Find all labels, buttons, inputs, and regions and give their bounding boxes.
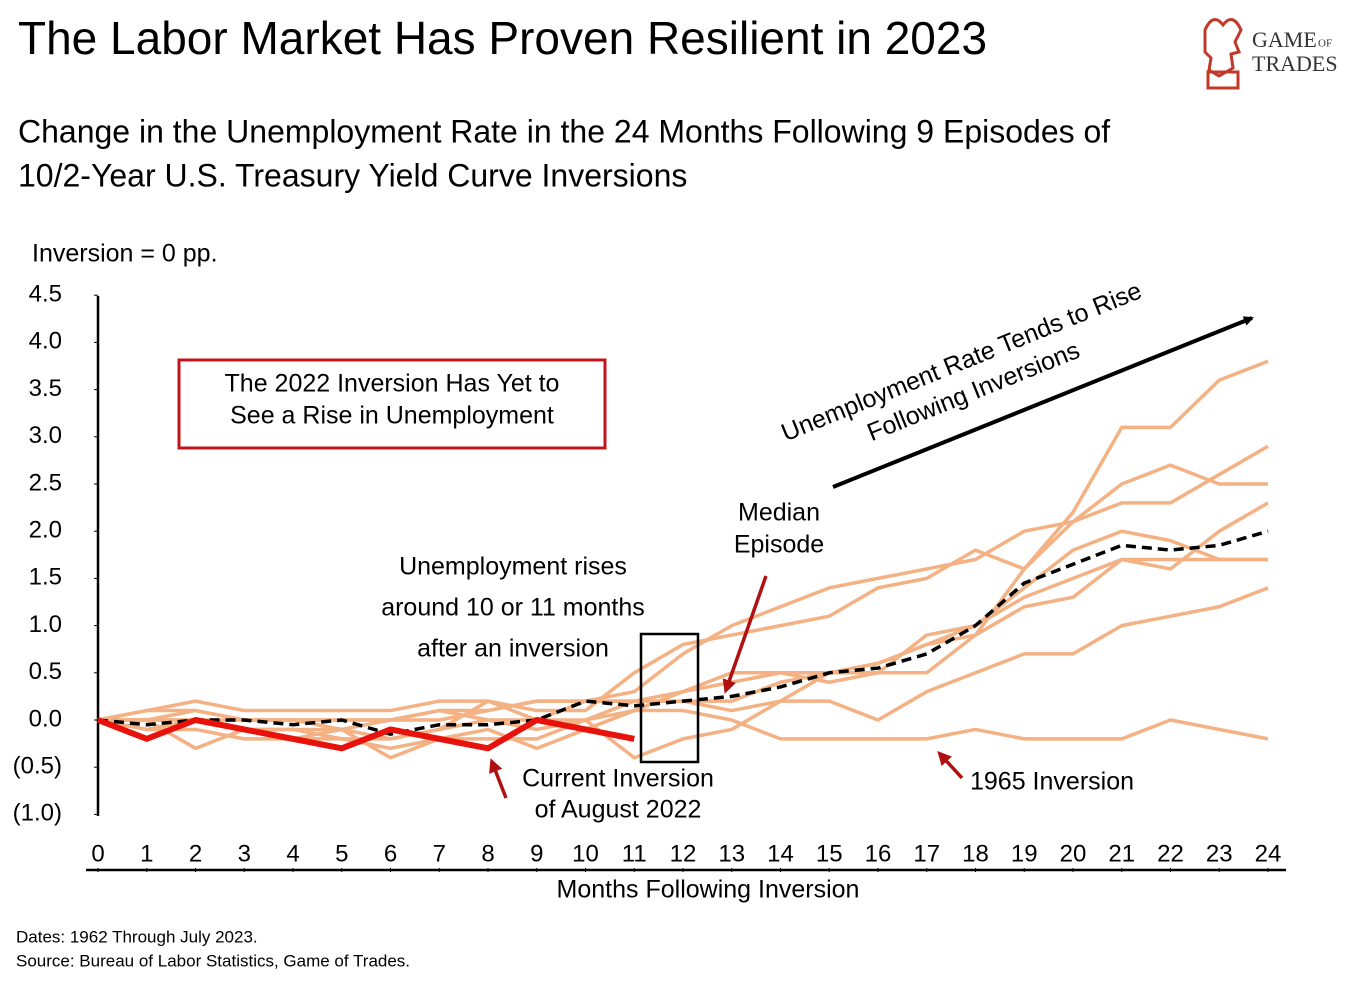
footnote: Dates: 1962 Through July 2023. bbox=[16, 927, 258, 946]
x-tick-label: 24 bbox=[1255, 840, 1282, 867]
annotation: Unemployment Rate Tends to Rise bbox=[777, 277, 1145, 448]
logo-icon bbox=[1206, 70, 1240, 90]
series-line bbox=[97, 529, 1269, 736]
plot bbox=[96, 359, 1269, 760]
logo-icon bbox=[1203, 18, 1243, 78]
logo: GAME OF TRADES bbox=[1203, 18, 1338, 90]
y-tick-label: (0.5) bbox=[13, 753, 62, 780]
arrow bbox=[722, 575, 768, 694]
x-tick-label: 3 bbox=[238, 840, 251, 867]
y-tick-label: 4.0 bbox=[29, 328, 62, 355]
x-tick-label: 4 bbox=[286, 840, 299, 867]
annotation: Unemployment rises bbox=[399, 553, 627, 581]
x-tick-label: 20 bbox=[1060, 840, 1087, 867]
x-tick-label: 22 bbox=[1157, 840, 1184, 867]
y-tick-label: 3.0 bbox=[29, 422, 62, 449]
x-tick-label: 14 bbox=[767, 840, 794, 867]
y-axis-label: Inversion = 0 pp. bbox=[32, 240, 218, 268]
annotation: 1965 Inversion bbox=[970, 768, 1134, 796]
y-tick-label: 1.5 bbox=[29, 564, 62, 591]
series-line bbox=[97, 359, 1269, 722]
subtitle: 10/2-Year U.S. Treasury Yield Curve Inve… bbox=[18, 157, 687, 193]
x-tick-label: 9 bbox=[530, 840, 543, 867]
logo-text: OF bbox=[1318, 38, 1332, 50]
x-tick-label: 16 bbox=[865, 840, 892, 867]
subtitle: Change in the Unemployment Rate in the 2… bbox=[18, 113, 1110, 149]
x-tick-label: 12 bbox=[670, 840, 697, 867]
annotation: of August 2022 bbox=[535, 796, 702, 824]
trend-label: Unemployment Rate Tends to Rise Followin… bbox=[777, 277, 1145, 448]
annotation: Current Inversion bbox=[522, 765, 714, 793]
x-tick-label: 5 bbox=[335, 840, 348, 867]
x-tick-label: 13 bbox=[718, 840, 745, 867]
x-tick-label: 0 bbox=[91, 840, 104, 867]
x-tick-label: 17 bbox=[913, 840, 940, 867]
x-axis-label: Months Following Inversion bbox=[557, 876, 860, 904]
y-tick-label: 0.0 bbox=[29, 705, 62, 732]
logo-text: GAME bbox=[1252, 27, 1317, 52]
y-tick-label: 3.5 bbox=[29, 375, 62, 402]
x-tick-label: 6 bbox=[384, 840, 397, 867]
x-tick-label: 21 bbox=[1108, 840, 1135, 867]
series-line bbox=[98, 708, 1269, 741]
series-line bbox=[96, 717, 635, 752]
x-tick-label: 19 bbox=[1011, 840, 1038, 867]
x-tick-label: 18 bbox=[962, 840, 989, 867]
logo-text: TRADES bbox=[1252, 51, 1338, 76]
annotation: after an inversion bbox=[417, 635, 609, 663]
x-tick-label: 2 bbox=[189, 840, 202, 867]
annotation: Median bbox=[738, 499, 820, 527]
annotation: See a Rise in Unemployment bbox=[230, 402, 554, 430]
y-tick-label: 2.5 bbox=[29, 469, 62, 496]
x-tick-label: 1 bbox=[140, 840, 153, 867]
highlight-box bbox=[639, 632, 700, 764]
x-tick-label: 15 bbox=[816, 840, 843, 867]
arrow bbox=[937, 751, 964, 780]
y-tick-label: (1.0) bbox=[13, 800, 62, 827]
callout-box bbox=[177, 358, 607, 450]
y-tick-label: 0.5 bbox=[29, 658, 62, 685]
y-tick-label: 4.5 bbox=[29, 281, 62, 308]
series-line bbox=[97, 557, 1268, 741]
arrow bbox=[489, 758, 508, 799]
y-tick-label: 1.0 bbox=[29, 611, 62, 638]
x-tick-label: 8 bbox=[481, 840, 494, 867]
chart-title: The Labor Market Has Proven Resilient in… bbox=[18, 12, 987, 64]
annotation: around 10 or 11 months bbox=[381, 594, 645, 622]
annotation: Episode bbox=[734, 531, 824, 559]
series-line bbox=[98, 463, 1268, 722]
y-tick-label: 2.0 bbox=[29, 517, 62, 544]
arrow bbox=[832, 316, 1254, 489]
series-line bbox=[97, 501, 1269, 741]
footnote: Source: Bureau of Labor Statistics, Game… bbox=[16, 951, 410, 970]
x-tick-label: 11 bbox=[622, 840, 647, 867]
annotation: The 2022 Inversion Has Yet to bbox=[225, 370, 560, 398]
x-tick-label: 23 bbox=[1206, 840, 1233, 867]
x-tick-label: 10 bbox=[572, 840, 599, 867]
x-tick-label: 7 bbox=[433, 840, 446, 867]
